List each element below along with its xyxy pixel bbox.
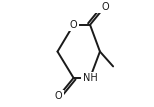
Text: O: O: [55, 91, 63, 101]
Text: O: O: [101, 2, 109, 12]
Text: O: O: [70, 20, 77, 30]
Text: NH: NH: [83, 73, 97, 83]
